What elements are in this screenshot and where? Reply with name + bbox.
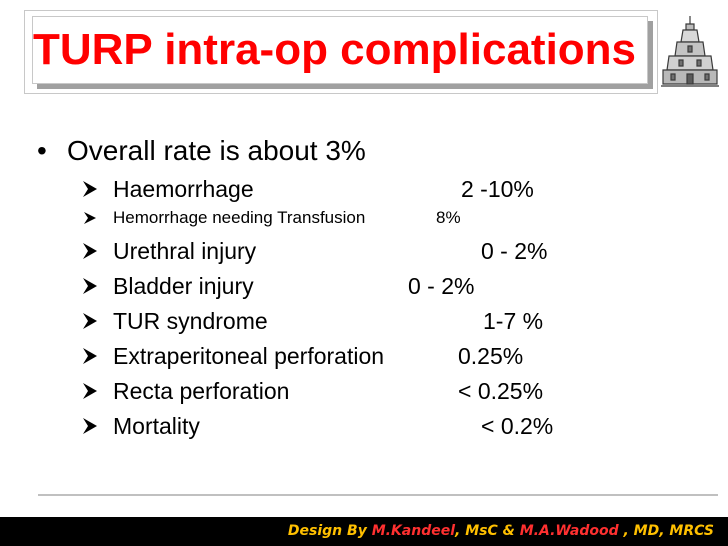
item-label: Haemorrhage [113, 176, 254, 202]
title-box [32, 16, 648, 84]
footer-author-1-degree: , MsC & [455, 523, 520, 539]
item-value: < 0.25% [458, 378, 544, 404]
item-value: 0.25% [458, 343, 524, 369]
arrowhead-bullet-icon [83, 383, 97, 399]
item-label: Hemorrhage needing Transfusion [113, 208, 366, 227]
item-value: 0 - 2% [408, 273, 475, 299]
footer-bar: Design By M.Kandeel, MsC & M.A.Wadood , … [0, 517, 728, 546]
main-bullet-text: Overall rate is about 3% [67, 135, 366, 166]
item-value: 8% [436, 208, 461, 227]
university-building-logo-icon [661, 16, 719, 87]
item-label: Mortality [113, 413, 200, 439]
item-label: Recta perforation [113, 378, 290, 404]
item-label: Urethral injury [113, 238, 257, 264]
footer-author-2: M.A.Wadood [519, 523, 619, 539]
footer-prefix: Design By [287, 523, 372, 539]
slide-title: TURP intra-op complications [33, 25, 637, 74]
footer-author-1: M.Kandeel [371, 523, 456, 539]
footer-author-2-degree: , MD, MRCS [618, 523, 714, 539]
arrowhead-bullet-icon [83, 348, 97, 364]
arrowhead-bullet-icon [83, 418, 97, 434]
arrowhead-bullet-icon [83, 243, 97, 259]
item-label: TUR syndrome [113, 308, 268, 334]
arrowhead-bullet-icon [84, 212, 96, 224]
item-value: 2 -10% [461, 176, 534, 202]
arrowhead-bullet-icon [83, 313, 97, 329]
footer-credit: Design By M.Kandeel, MsC & M.A.Wadood , … [288, 521, 714, 541]
title-frame [24, 10, 658, 94]
arrowhead-bullet-icon [83, 181, 97, 197]
item-label: Extraperitoneal perforation [113, 343, 385, 369]
round-bullet-icon: • [37, 135, 47, 166]
arrowhead-bullet-icon [83, 278, 97, 294]
item-value: 1-7 % [483, 308, 544, 334]
main-bullet: • Overall rate is about 3% [37, 132, 366, 170]
footer-divider [38, 494, 718, 496]
item-label: Bladder injury [113, 273, 254, 299]
item-value: < 0.2% [481, 413, 554, 439]
item-value: 0 - 2% [481, 238, 548, 264]
